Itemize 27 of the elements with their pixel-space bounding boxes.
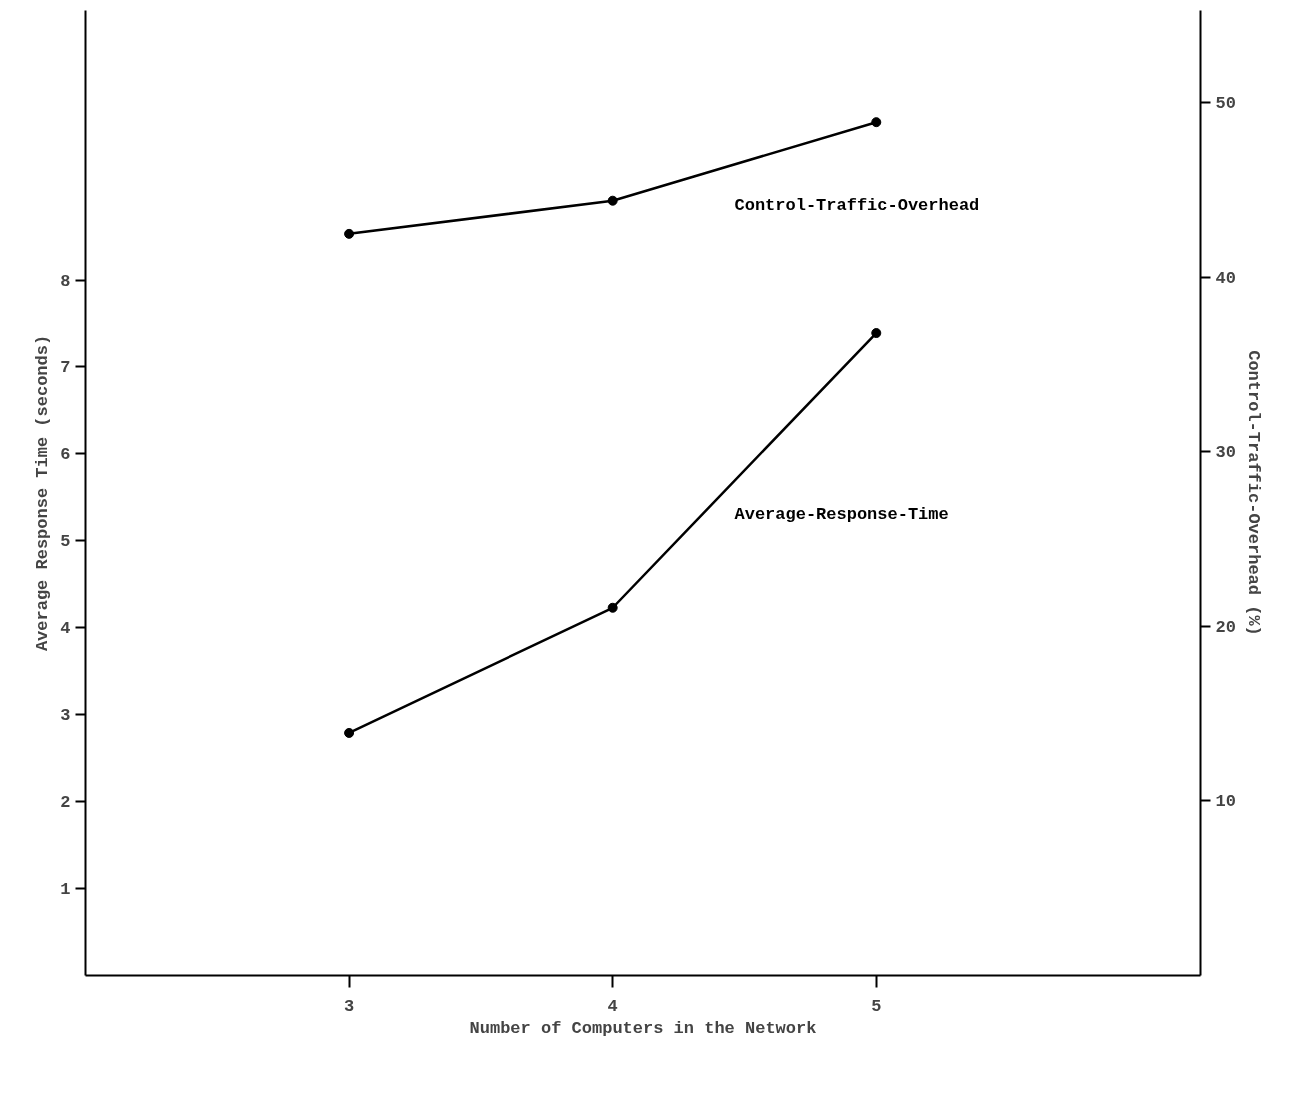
point <box>607 195 618 206</box>
y2-tick-label: 10 <box>1215 792 1236 812</box>
y-tick-label: 3 <box>60 706 71 726</box>
y2-axis-title: Control-Traffic-Overhead (%) <box>1243 350 1263 636</box>
x-tick-label: 3 <box>343 996 355 1016</box>
y2-tick-label: 50 <box>1215 94 1236 114</box>
x-tick-label: 5 <box>871 996 882 1016</box>
y-tick-label: 2 <box>60 793 71 813</box>
point <box>871 117 882 128</box>
point <box>344 727 355 738</box>
x-axis-title: Number of Computers in the Network <box>469 1018 817 1038</box>
y-tick-label: 7 <box>60 358 71 378</box>
y-tick-label: 1 <box>60 880 71 900</box>
series-label: Average-Response-Time <box>734 505 949 525</box>
y-tick-label: 4 <box>60 619 71 639</box>
y2-tick-label: 40 <box>1215 268 1236 288</box>
y-tick-label: 8 <box>60 271 71 291</box>
y2-tick-label: 20 <box>1215 617 1236 637</box>
y2-tick-label: 30 <box>1215 443 1236 463</box>
point <box>607 602 618 613</box>
x-tick-label: 4 <box>607 996 618 1016</box>
point <box>344 228 355 239</box>
y-tick-label: 6 <box>60 445 71 465</box>
point <box>871 328 882 339</box>
y-tick-label: 5 <box>60 532 71 552</box>
series-label: Control-Traffic-Overhead <box>734 196 980 216</box>
y-axis-title: Average Response Time (seconds) <box>33 334 53 652</box>
